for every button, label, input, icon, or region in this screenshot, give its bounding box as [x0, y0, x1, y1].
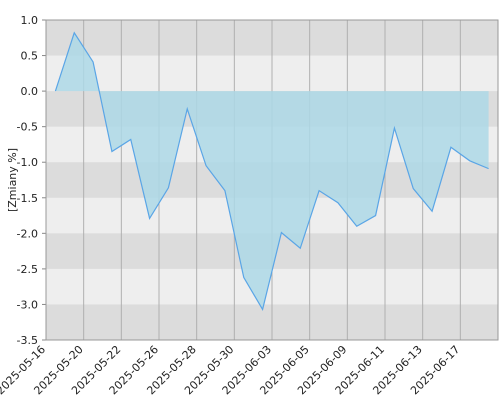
area-line — [54, 31, 489, 311]
y-tick-label: -1.5 — [17, 192, 38, 205]
y-tick-label: 1.0 — [21, 14, 39, 27]
y-tick-label: 0.5 — [21, 50, 39, 63]
area-fill — [55, 32, 489, 310]
y-tick-label: -1.0 — [17, 156, 38, 169]
y-tick-label: -2.0 — [17, 227, 38, 240]
y-tick-label: 0.0 — [21, 85, 39, 98]
y-tick-label: -3.5 — [17, 334, 38, 347]
y-tick-label: -2.5 — [17, 263, 38, 276]
y-tick-label: -0.5 — [17, 121, 38, 134]
plot-border — [45, 19, 499, 341]
y-axis-label: [Zmiany %] — [6, 148, 19, 212]
y-tick-label: -3.0 — [17, 298, 38, 311]
